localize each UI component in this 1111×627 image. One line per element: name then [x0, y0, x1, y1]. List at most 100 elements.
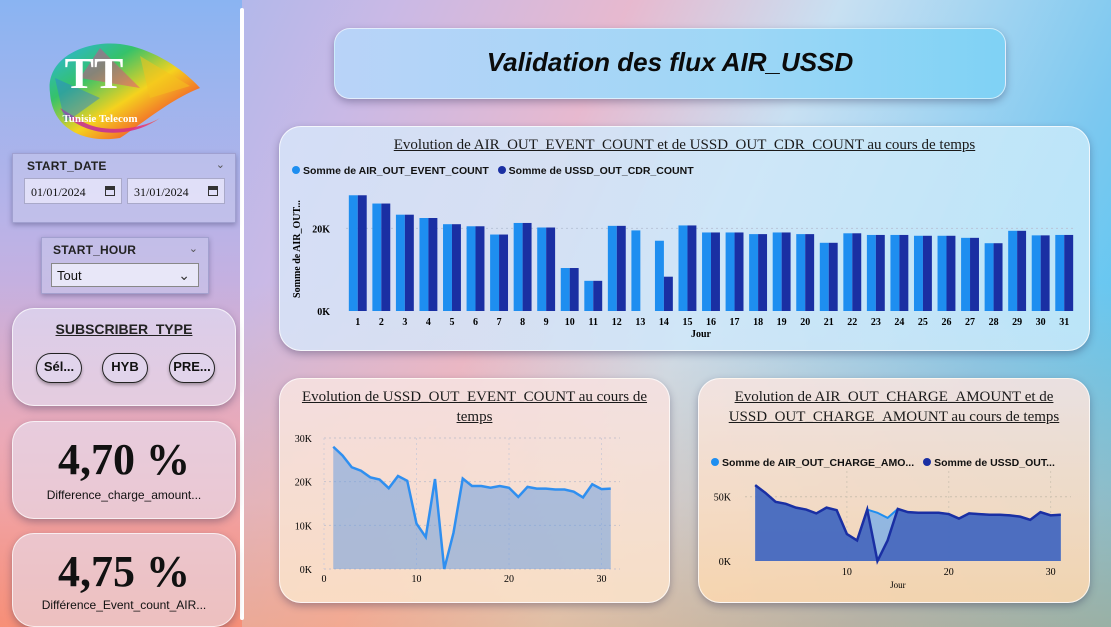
bar-air: [843, 233, 853, 311]
x-tick-label: 12: [612, 317, 622, 328]
bar-ussd: [1017, 230, 1027, 311]
logo-brand: Tunisie Telecom: [62, 113, 137, 125]
bar-air: [796, 234, 806, 311]
x-tick-label: 19: [777, 317, 787, 328]
kpi-label: Différence_Event_count_AIR...: [41, 598, 207, 612]
series-line-ussd: [754, 484, 1061, 565]
bar-ussd: [499, 234, 509, 311]
start-date-filter: START_DATE ⌄ 01/01/2024 31/01/2024: [12, 153, 236, 223]
bar-ussd: [970, 237, 979, 311]
logo-mark: TT: [65, 49, 124, 98]
bar-air: [678, 225, 688, 311]
bar-air: [348, 195, 358, 311]
bar-ussd: [593, 280, 603, 311]
bar-ussd: [852, 233, 862, 311]
legend-air: Somme de AIR_OUT_EVENT_COUNT: [303, 165, 489, 177]
bar-ussd: [428, 218, 438, 311]
x-tick-label: 9: [544, 317, 549, 328]
bar-ussd: [734, 232, 744, 311]
subscriber-chip-hyb[interactable]: HYB: [102, 353, 148, 383]
chevron-down-icon[interactable]: ⌄: [215, 159, 225, 171]
x-tick-label: 21: [824, 317, 834, 328]
start-hour-label: START_HOUR: [53, 243, 137, 257]
y-tick-label: 20K: [312, 224, 330, 235]
bar-air: [654, 240, 664, 311]
chevron-down-icon: ⌄: [178, 267, 190, 283]
x-tick-label: 1: [355, 317, 360, 328]
area-fill-ussd: [755, 485, 1061, 561]
chart-title: Evolution de USSD_OUT_EVENT_COUNT au cou…: [301, 389, 648, 425]
subscriber-type-label: SUBSCRIBER_TYPE: [55, 321, 193, 337]
x-tick-label: 4: [426, 317, 431, 328]
kpi-value: 4,70 %: [58, 435, 190, 484]
x-tick-label: 20: [944, 567, 954, 578]
x-tick-label: 6: [473, 317, 478, 328]
y-tick-label: 0K: [317, 307, 330, 318]
legend-dot-ussd: [923, 458, 932, 466]
bar-air: [890, 234, 900, 311]
bar-air: [513, 222, 523, 311]
y-tick-label: 50K: [714, 493, 732, 504]
legend-air-charge: Somme de AIR_OUT_CHARGE_AMO...: [722, 457, 915, 469]
bar-air: [1008, 230, 1018, 311]
bar-air: [725, 232, 735, 311]
bar-air: [913, 235, 923, 311]
bar-ussd: [357, 195, 367, 311]
bar-air: [537, 227, 547, 311]
bar-air: [395, 214, 405, 311]
chart-title: Evolution de AIR_OUT_CHARGE_AMOUNT et de…: [728, 389, 1060, 425]
bar-ussd: [404, 214, 414, 311]
bar-ussd: [1040, 235, 1050, 311]
x-tick-label: 13: [635, 317, 645, 328]
x-tick-label: 20: [800, 317, 810, 328]
subscriber-chip-select-all[interactable]: Sél...: [36, 353, 82, 383]
bar-air: [1055, 234, 1065, 311]
start-date-from-value: 01/01/2024: [31, 185, 86, 199]
bar-ussd: [1064, 234, 1074, 311]
x-tick-label: 2: [379, 317, 384, 328]
x-tick-label: 25: [918, 317, 928, 328]
subscriber-chip-pre[interactable]: PRE...: [169, 353, 215, 383]
x-tick-label: 29: [1012, 317, 1022, 328]
x-tick-label: 27: [965, 317, 975, 328]
x-tick-label: 11: [589, 317, 598, 328]
bar-ussd: [522, 222, 532, 311]
bar-air: [419, 218, 429, 311]
bar-air: [466, 226, 476, 311]
bar-ussd: [875, 234, 885, 311]
start-hour-select[interactable]: Tout ⌄: [51, 263, 199, 287]
x-tick-label: 14: [659, 317, 669, 328]
kpi-value: 4,75 %: [58, 547, 190, 596]
x-tick-label: 7: [497, 317, 502, 328]
legend-ussd-charge: Somme de USSD_OUT...: [934, 457, 1055, 469]
x-tick-label: 24: [894, 317, 904, 328]
x-tick-label: 10: [842, 567, 852, 578]
bar-air: [372, 203, 382, 311]
bar-ussd: [922, 235, 932, 311]
x-tick-label: 8: [520, 317, 525, 328]
y-tick-label: 0K: [300, 565, 313, 576]
start-hour-filter: START_HOUR ⌄ Tout ⌄: [41, 237, 209, 294]
bar-ussd: [758, 234, 768, 311]
x-tick-label: 30: [597, 574, 607, 585]
calendar-icon[interactable]: [105, 186, 115, 196]
bar-air: [702, 232, 711, 311]
chevron-down-icon[interactable]: ⌄: [188, 243, 198, 255]
start-date-from-input[interactable]: 01/01/2024: [24, 178, 122, 204]
subscriber-type-slicer: SUBSCRIBER_TYPE Sél... HYB PRE...: [12, 308, 236, 406]
tunisie-telecom-logo: TT Tunisie Telecom: [49, 43, 200, 140]
sidebar-divider: [240, 8, 244, 620]
bar-ussd: [899, 234, 909, 311]
calendar-icon[interactable]: [208, 186, 218, 196]
start-date-to-input[interactable]: 31/01/2024: [127, 178, 225, 204]
chart-title: Evolution de AIR_OUT_EVENT_COUNT et de U…: [393, 137, 976, 153]
y-tick-label: 30K: [295, 434, 313, 445]
bar-ussd: [805, 234, 815, 311]
bar-ussd: [475, 226, 485, 311]
bar-ussd: [381, 203, 391, 311]
bar-air: [560, 268, 570, 311]
x-tick-label: 18: [753, 317, 763, 328]
bar-ussd: [663, 276, 673, 311]
chart-legend: Somme de AIR_OUT_CHARGE_AMO... Somme de …: [711, 457, 1055, 469]
kpi-label: Difference_charge_amount...: [46, 488, 202, 502]
